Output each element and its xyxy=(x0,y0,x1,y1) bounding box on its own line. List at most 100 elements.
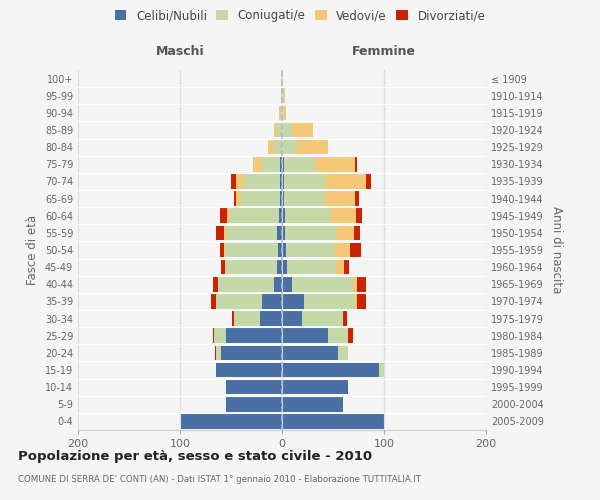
Bar xyxy=(230,208,279,223)
Bar xyxy=(331,208,356,223)
Bar xyxy=(274,122,277,138)
Bar xyxy=(353,277,358,291)
Bar xyxy=(236,174,244,188)
Bar xyxy=(292,277,353,291)
Bar xyxy=(365,174,371,188)
Y-axis label: Anni di nascita: Anni di nascita xyxy=(550,206,563,294)
Bar xyxy=(180,414,282,428)
Bar xyxy=(343,312,347,326)
Bar xyxy=(278,242,282,258)
Bar xyxy=(336,226,355,240)
Bar xyxy=(328,328,349,343)
Bar xyxy=(282,397,343,411)
Bar xyxy=(277,260,282,274)
Bar xyxy=(211,294,216,308)
Bar xyxy=(216,346,221,360)
Bar xyxy=(262,294,282,308)
Bar xyxy=(282,380,349,394)
Bar xyxy=(349,328,353,343)
Bar xyxy=(227,208,230,223)
Legend: Celibi/Nubili, Coniugati/e, Vedovi/e, Divorziati/e: Celibi/Nubili, Coniugati/e, Vedovi/e, Di… xyxy=(111,6,489,26)
Bar xyxy=(280,157,282,172)
Bar xyxy=(282,122,292,138)
Bar xyxy=(282,208,285,223)
Bar xyxy=(282,260,287,274)
Bar xyxy=(282,140,298,154)
Bar xyxy=(274,140,282,154)
Bar xyxy=(279,106,280,120)
Y-axis label: Fasce di età: Fasce di età xyxy=(26,215,39,285)
Bar xyxy=(285,208,331,223)
Bar xyxy=(358,277,365,291)
Bar xyxy=(282,312,302,326)
Bar xyxy=(215,346,216,360)
Bar xyxy=(234,312,260,326)
Bar xyxy=(226,260,277,274)
Bar xyxy=(356,208,362,223)
Bar xyxy=(279,208,282,223)
Bar xyxy=(287,260,336,274)
Bar xyxy=(282,192,284,206)
Bar xyxy=(282,106,284,120)
Bar xyxy=(280,192,282,206)
Bar xyxy=(216,226,224,240)
Bar xyxy=(325,174,365,188)
Bar xyxy=(226,397,282,411)
Bar xyxy=(280,106,282,120)
Bar xyxy=(212,328,214,343)
Text: Femmine: Femmine xyxy=(352,45,416,58)
Bar xyxy=(355,192,359,206)
Bar xyxy=(220,242,224,258)
Bar xyxy=(225,242,278,258)
Bar xyxy=(281,88,282,103)
Bar xyxy=(282,362,379,378)
Bar xyxy=(218,277,274,291)
Bar xyxy=(282,157,284,172)
Bar xyxy=(224,226,226,240)
Bar xyxy=(277,122,282,138)
Bar xyxy=(216,362,282,378)
Bar xyxy=(241,192,280,206)
Bar xyxy=(234,192,236,206)
Bar xyxy=(212,277,218,291)
Bar xyxy=(338,346,349,360)
Bar xyxy=(236,192,241,206)
Bar xyxy=(336,260,344,274)
Bar xyxy=(335,242,350,258)
Bar xyxy=(298,140,328,154)
Bar xyxy=(282,88,284,103)
Bar xyxy=(260,312,282,326)
Bar xyxy=(226,380,282,394)
Bar xyxy=(281,72,282,86)
Bar xyxy=(284,192,325,206)
Bar xyxy=(221,260,225,274)
Bar xyxy=(277,226,282,240)
Bar xyxy=(226,328,282,343)
Bar xyxy=(355,226,359,240)
Text: COMUNE DI SERRA DE' CONTI (AN) - Dati ISTAT 1° gennaio 2010 - Elaborazione TUTTI: COMUNE DI SERRA DE' CONTI (AN) - Dati IS… xyxy=(18,475,421,484)
Bar xyxy=(285,226,336,240)
Bar xyxy=(282,328,328,343)
Bar xyxy=(292,122,313,138)
Bar xyxy=(379,362,384,378)
Bar xyxy=(231,174,236,188)
Text: Maschi: Maschi xyxy=(155,45,205,58)
Bar xyxy=(282,174,284,188)
Bar xyxy=(214,328,226,343)
Bar xyxy=(282,72,283,86)
Bar xyxy=(325,192,355,206)
Bar xyxy=(314,157,355,172)
Bar xyxy=(221,346,282,360)
Bar xyxy=(282,346,338,360)
Bar xyxy=(302,312,343,326)
Bar xyxy=(220,208,227,223)
Bar xyxy=(253,157,262,172)
Bar xyxy=(355,294,358,308)
Bar xyxy=(344,260,349,274)
Bar xyxy=(304,294,355,308)
Bar xyxy=(280,174,282,188)
Bar xyxy=(282,294,304,308)
Text: Popolazione per età, sesso e stato civile - 2010: Popolazione per età, sesso e stato civil… xyxy=(18,450,372,463)
Bar xyxy=(216,294,262,308)
Bar xyxy=(282,414,384,428)
